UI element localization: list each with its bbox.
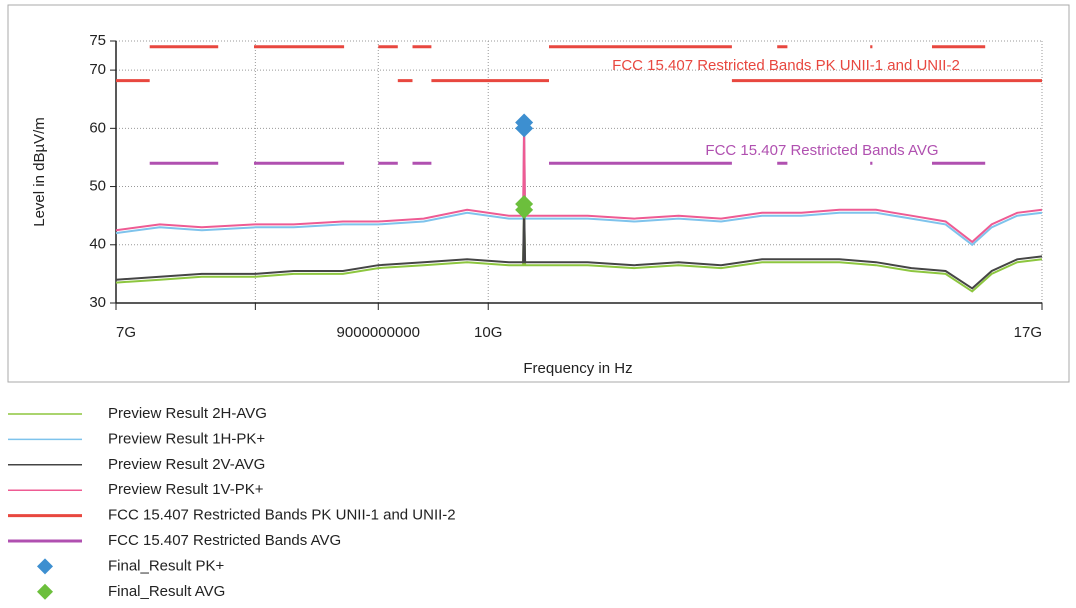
- chart-frame: [7, 4, 1070, 383]
- x-tick-label: 7G: [116, 324, 136, 341]
- series-line: [115, 203, 1043, 290]
- legend-label: Preview Result 2H-AVG: [108, 405, 267, 422]
- x-tick-label: 9000000000: [337, 324, 420, 341]
- series-line: [115, 206, 1043, 293]
- annotation: FCC 15.407 Restricted Bands AVG: [705, 142, 938, 159]
- series-line: [115, 122, 1043, 244]
- legend-label: Preview Result 1H-PK+: [108, 430, 265, 447]
- y-tick-label: 30: [89, 294, 106, 311]
- x-axis-label: Frequency in Hz: [523, 360, 632, 377]
- x-tick-label: 17G: [1014, 324, 1042, 341]
- y-tick-label: 40: [89, 236, 106, 253]
- y-tick-label: 60: [89, 119, 106, 136]
- series-line: [116, 45, 1042, 83]
- legend-label: Preview Result 2V-AVG: [108, 456, 265, 473]
- marker: [515, 119, 534, 138]
- y-tick-label: 75: [89, 32, 106, 49]
- y-tick-label: 50: [89, 178, 106, 195]
- legend-label: Final_Result PK+: [108, 557, 225, 574]
- legend-label: Final_Result AVG: [108, 583, 225, 600]
- marker: [515, 200, 534, 219]
- y-tick-label: 70: [89, 61, 106, 78]
- legend-marker: [37, 583, 53, 600]
- annotation: FCC 15.407 Restricted Bands PK UNII-1 an…: [612, 57, 960, 74]
- legend-label: FCC 15.407 Restricted Bands AVG: [108, 532, 341, 549]
- y-axis-label: Level in dBµV/m: [31, 117, 48, 227]
- x-tick-label: 10G: [474, 324, 502, 341]
- series-line: [115, 125, 1043, 247]
- legend-marker: [37, 558, 53, 575]
- legend-label: Preview Result 1V-PK+: [108, 481, 264, 498]
- legend-label: FCC 15.407 Restricted Bands PK UNII-1 an…: [108, 507, 456, 524]
